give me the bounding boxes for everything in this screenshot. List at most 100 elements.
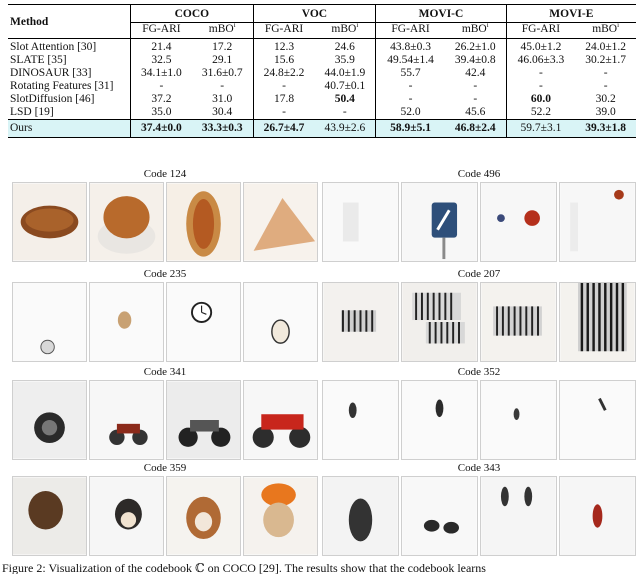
codebook-image (559, 476, 636, 556)
table-cell: 39.4±0.8 (454, 54, 496, 66)
method-name: LSD [19] (10, 106, 54, 118)
metric-mbo: mBOi (331, 21, 359, 35)
code-thumbs (322, 282, 636, 362)
table-cell: - (603, 80, 608, 92)
method-name: Rotating Features [31] (10, 80, 114, 92)
table-cell: 46.8±2.4 (444, 119, 507, 138)
table-cell: - (252, 80, 315, 93)
table-cell: 24.6 (314, 38, 376, 54)
table-cell: 34.1±1.0 (129, 67, 192, 80)
metric-sup: i (486, 21, 489, 30)
table-row: DINOSAUR [33] 34.1±1.0 31.6±0.7 24.8±2.2 44.… (8, 67, 636, 80)
code-title: Code 341 (143, 366, 187, 378)
code-panel: Code 496 (322, 168, 636, 264)
table-cell: 30.4 (212, 106, 233, 118)
code-thumbs (322, 182, 636, 262)
table-cell: 26.7±4.7 (252, 119, 315, 138)
codebook-image (322, 182, 399, 262)
code-thumbs (12, 476, 318, 556)
code-panel: Code 207 (322, 268, 636, 364)
group-movi-e: MOVI-E (505, 4, 636, 23)
table-cell: - (252, 106, 315, 120)
code-title: Code 496 (457, 168, 501, 180)
table-row: Slot Attention [30] 21.4 17.2 12.3 24.6 43.8±… (8, 38, 636, 54)
table-cell: 45.6 (465, 106, 486, 118)
codebook-image (480, 182, 557, 262)
codebook-image (559, 182, 636, 262)
metric-mbo: mBOi (461, 21, 489, 35)
table-cell: - (220, 80, 225, 92)
table-cell: 12.3 (252, 38, 315, 54)
codebook-image (89, 182, 164, 262)
codebook-image (401, 282, 478, 362)
results-table: Method COCO VOC MOVI-C MOVI-E FG-ARI mBO… (8, 4, 636, 138)
table-cell: 30.2 (595, 93, 616, 105)
table-cell: 39.0 (595, 106, 616, 118)
table-cell: - (129, 80, 192, 93)
codebook-image (559, 282, 636, 362)
table-cell: 43.8±0.3 (375, 38, 445, 54)
table-cell: 21.4 (129, 38, 192, 54)
codebook-image (89, 282, 164, 362)
code-panel: Code 359 (12, 462, 318, 558)
table-row: Ours 37.4±0.0 33.3±0.3 26.7±4.7 43.9±2.6 58.9… (8, 119, 636, 138)
codebook-image (12, 282, 87, 362)
table-cell: 17.8 (252, 93, 315, 106)
codebook-image (12, 380, 87, 460)
codebook-image (480, 476, 557, 556)
method-name: SlotDiffusion [46] (10, 93, 95, 105)
codebook-image (243, 380, 318, 460)
method-name: SLATE [35] (10, 54, 67, 66)
table-cell: 30.2±1.7 (585, 54, 627, 66)
code-thumbs (12, 380, 318, 460)
table-cell: 17.2 (191, 38, 254, 54)
code-title: Code 235 (143, 268, 187, 280)
metric-fgari: FG-ARI (375, 22, 445, 39)
codebook-image (166, 282, 241, 362)
method-header: Method (8, 4, 131, 39)
table-cell: 46.06±3.3 (505, 54, 576, 67)
table-cell: 52.2 (505, 106, 576, 120)
codebook-image (243, 476, 318, 556)
metric-mbo: mBOi (208, 21, 236, 35)
code-thumbs (322, 380, 636, 460)
codebook-image (401, 380, 478, 460)
code-thumbs (322, 476, 636, 556)
code-panel: Code 352 (322, 366, 636, 462)
code-thumbs (12, 182, 318, 262)
metric-fgari: FG-ARI (252, 22, 315, 39)
codebook-image (166, 182, 241, 262)
code-panel: Code 235 (12, 268, 318, 364)
method-name: DINOSAUR [33] (10, 67, 92, 79)
table-cell: 29.1 (212, 54, 233, 66)
table-metric-row: FG-ARI mBOi FG-ARI mBOi FG-ARI mBOi FG-A… (8, 21, 636, 39)
codebook-image (322, 282, 399, 362)
codebook-image (166, 380, 241, 460)
table-cell: 35.0 (129, 106, 192, 120)
code-panel: Code 343 (322, 462, 636, 558)
codebook-image (243, 182, 318, 262)
table-cell: 49.54±1.4 (375, 54, 445, 67)
table-cell: 32.5 (129, 54, 192, 67)
table-cell: 59.7±3.1 (505, 119, 576, 138)
codebook-image (12, 476, 87, 556)
table-cell: 52.0 (375, 106, 445, 120)
table-row: Rotating Features [31] - - -40.7±0.1- - - - (8, 80, 636, 93)
table-body: Slot Attention [30] 21.4 17.2 12.3 24.6 43.8±… (8, 38, 636, 138)
table-cell: 50.4 (334, 93, 355, 105)
metric-fgari: FG-ARI (129, 22, 192, 39)
table-cell: 24.0±1.2 (575, 38, 636, 54)
table-cell: 35.9 (334, 54, 355, 66)
codebook-image (322, 380, 399, 460)
codebook-image (322, 476, 399, 556)
group-voc: VOC (252, 4, 376, 23)
table-cell: 31.6±0.7 (201, 67, 243, 79)
table-cell: - (473, 93, 478, 105)
table-cell: 60.0 (505, 93, 576, 106)
table-cell: 39.3±1.8 (575, 119, 636, 138)
metric-fgari: FG-ARI (505, 22, 576, 39)
code-thumbs (12, 282, 318, 362)
code-title: Code 359 (143, 462, 187, 474)
table-cell: - (375, 93, 445, 106)
table-cell: 45.0±1.2 (505, 38, 576, 54)
